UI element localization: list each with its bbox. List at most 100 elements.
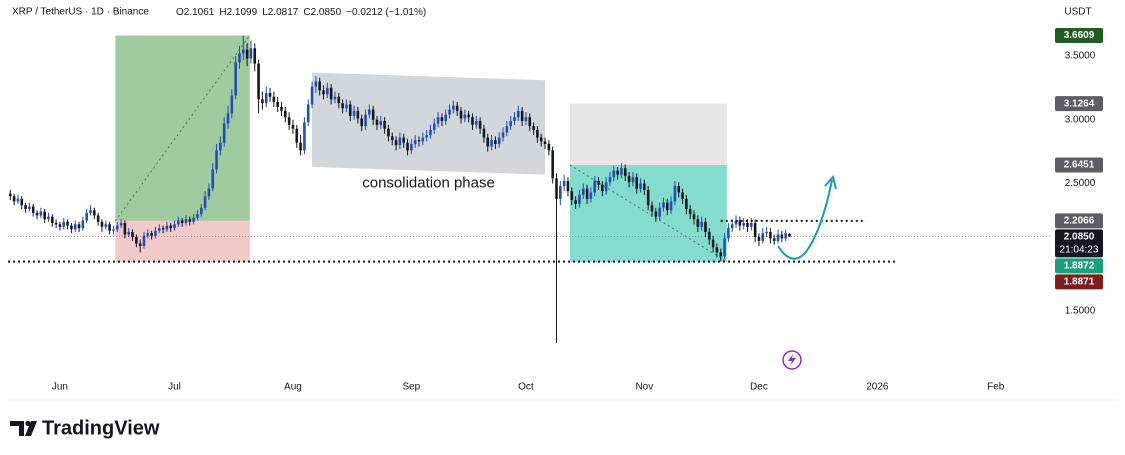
candle-body <box>497 137 501 144</box>
candle-body <box>264 92 268 104</box>
candle-body <box>627 175 631 183</box>
candle-body <box>784 233 787 239</box>
position-loss <box>569 103 727 166</box>
candle-body <box>555 178 558 199</box>
price-tag <box>1055 27 1103 43</box>
price-tag <box>1055 258 1103 274</box>
candle-body <box>196 214 199 218</box>
candle-body <box>410 143 413 151</box>
candle-body <box>345 104 348 109</box>
ohlc-stat: O2.1061 <box>176 7 215 18</box>
candle-body <box>318 81 321 91</box>
candle-body <box>35 212 39 216</box>
candle-body <box>620 168 623 175</box>
candle-body <box>662 202 665 208</box>
candle-body <box>429 129 432 136</box>
candle-body <box>81 220 85 229</box>
candle-body <box>394 140 398 146</box>
candle-body <box>54 223 58 225</box>
candle-body <box>70 225 73 230</box>
candle-body <box>326 87 329 95</box>
candle-body <box>711 239 715 248</box>
candle-body <box>604 182 608 192</box>
candle-body <box>12 196 16 202</box>
price-tag <box>1055 157 1103 173</box>
candle-body <box>62 221 66 227</box>
candle-body <box>173 224 176 229</box>
x-tick-label: Jun <box>52 382 68 393</box>
candle-body <box>146 233 150 236</box>
ohlc-stats: O2.1061 H2.1099 L2.0817 C2.0850 −0.0212 (−1.… <box>176 7 426 18</box>
ohlc-stat: C2.0850 <box>303 7 341 18</box>
candle-body <box>66 221 69 226</box>
candle-body <box>268 92 272 97</box>
position-path <box>114 35 251 222</box>
x-tick-label: 2026 <box>866 382 889 393</box>
candle-body <box>681 192 684 199</box>
price-tag <box>1055 96 1103 112</box>
candle-body <box>31 206 35 213</box>
candle-body <box>753 223 757 238</box>
candle-body <box>685 198 688 210</box>
candle-body <box>776 234 780 241</box>
candle-body <box>215 150 218 170</box>
candle-body <box>387 128 390 137</box>
candle-body <box>730 224 734 229</box>
candle-body <box>249 48 253 59</box>
candle-body <box>532 126 535 130</box>
candle-body <box>291 124 295 129</box>
candle-body <box>486 137 490 147</box>
candle-body <box>623 168 627 176</box>
candle-body <box>440 117 444 122</box>
x-tick-label: Nov <box>635 382 653 393</box>
candle-body <box>276 101 279 107</box>
price-tag <box>1055 229 1103 258</box>
candle-body <box>383 121 386 129</box>
candle-body <box>337 96 341 104</box>
candle-body <box>329 87 333 100</box>
candle-body <box>581 188 585 195</box>
candle-body <box>692 214 696 220</box>
candle-body <box>360 118 363 127</box>
candle-body <box>432 123 436 130</box>
candle-body <box>142 235 146 247</box>
candle-body <box>157 228 161 231</box>
candle-body <box>639 183 642 189</box>
price-tag-label: 3.1264 <box>1064 98 1095 109</box>
candle-body <box>704 221 707 232</box>
candle-body <box>673 186 677 202</box>
candle-body <box>551 150 554 179</box>
candle-body <box>150 233 153 236</box>
candle-body <box>742 223 745 226</box>
candle-body <box>494 140 497 144</box>
candle-body <box>333 96 337 100</box>
candle-body <box>780 234 784 239</box>
candle-body <box>474 121 478 125</box>
candle-body <box>169 225 173 229</box>
candle-body <box>467 114 470 118</box>
candle-body <box>43 211 46 220</box>
candle-body <box>547 143 551 151</box>
candle-body <box>715 247 719 253</box>
candle-body <box>734 220 738 225</box>
candle-body <box>421 137 425 142</box>
candle-body <box>310 86 314 105</box>
candle-body <box>230 95 234 114</box>
candle-body <box>677 186 681 193</box>
candle-body <box>425 135 428 138</box>
candle-body <box>16 198 20 202</box>
candle-body <box>322 90 325 95</box>
candle-body <box>746 223 749 227</box>
candle-body <box>688 209 692 215</box>
candle-body <box>222 123 226 143</box>
candle-body <box>306 104 310 123</box>
candle-body <box>448 109 451 115</box>
candle-body <box>650 205 654 212</box>
ohlc-stat: L2.0817 <box>262 7 299 18</box>
candle-body <box>635 177 639 189</box>
candle-body <box>51 216 54 224</box>
price-tag-label: 2.6451 <box>1064 160 1095 171</box>
candle-body <box>505 126 509 133</box>
candle-body <box>459 110 463 119</box>
